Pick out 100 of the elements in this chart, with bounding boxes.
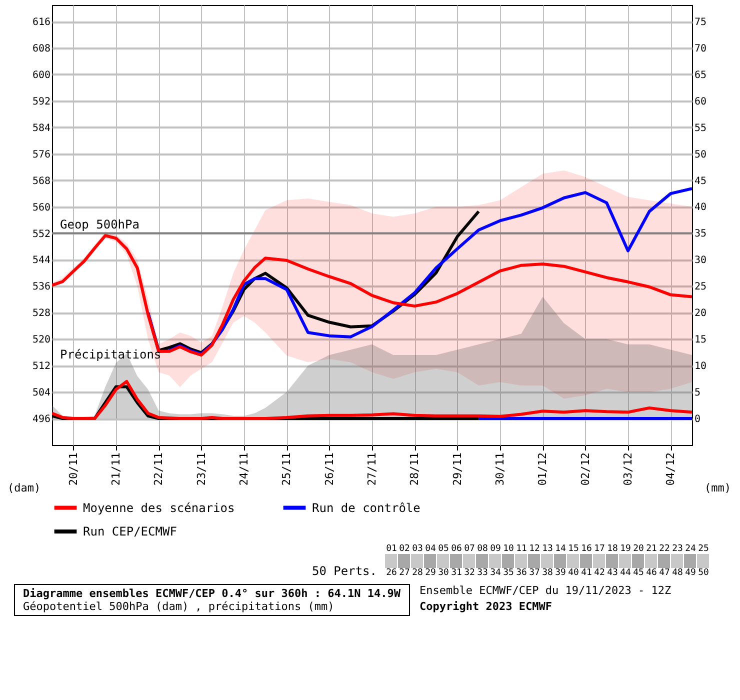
- y-tick-label: 496: [32, 414, 50, 426]
- legend-label: Run CEP/ECMWF: [83, 524, 177, 538]
- text: 18: [606, 544, 619, 554]
- text: 17: [593, 544, 606, 554]
- text: 11: [515, 544, 528, 554]
- text: 06: [450, 544, 463, 554]
- text: 41: [580, 568, 593, 578]
- y2-tick-label: 70: [694, 43, 707, 54]
- text: 28: [411, 568, 424, 578]
- text: 48: [671, 568, 684, 578]
- y-tick-label: 568: [32, 176, 50, 187]
- text: 16: [580, 544, 593, 554]
- y2-tick-label: 15: [694, 334, 707, 346]
- text: 40: [567, 568, 580, 578]
- y2-tick-label: 30: [694, 255, 707, 266]
- y-tick-label: 512: [32, 361, 50, 372]
- text: 04: [424, 544, 437, 554]
- text: 31: [450, 568, 463, 578]
- text: 30: [437, 568, 450, 578]
- y-tick-label: 528: [32, 308, 50, 320]
- x-tick-label: 30/11: [494, 452, 506, 486]
- text: 47: [658, 568, 671, 578]
- legend-label: Run de contrôle: [312, 500, 420, 515]
- text: 09: [489, 544, 502, 554]
- text: Ensemble ECMWF/CEP du 19/11/2023 - 12Z: [420, 584, 672, 597]
- y2-tick-label: 50: [694, 149, 707, 160]
- y-tick-label: 616: [32, 17, 50, 28]
- text: 13: [541, 544, 554, 554]
- y2-axis-title: (mm): [704, 482, 731, 494]
- y2-tick-label: 60: [694, 96, 707, 108]
- x-tick-label: 21/11: [110, 452, 122, 486]
- y2-tick-label: 40: [694, 202, 707, 214]
- x-tick-label: 28/11: [408, 452, 422, 486]
- x-tick-label: 26/11: [322, 452, 336, 486]
- text: 24: [684, 544, 697, 554]
- text: 05: [437, 544, 450, 554]
- y2-tick-label: 10: [694, 361, 707, 372]
- text: Géopotentiel 500hPa (dam) , précipitations (mm): [23, 600, 336, 613]
- text: 07: [463, 544, 476, 554]
- text: 03: [411, 544, 424, 554]
- legend-label: Moyenne des scénarios: [83, 500, 235, 515]
- text: 01: [385, 544, 398, 554]
- text: 20: [632, 544, 645, 554]
- y-tick-label: 600: [32, 70, 50, 81]
- text: 08: [476, 544, 489, 554]
- text: 12: [528, 544, 541, 554]
- x-tick-label: 01/12: [536, 452, 550, 486]
- text: 46: [645, 568, 658, 578]
- text: 29: [424, 568, 437, 578]
- text: 39: [554, 568, 567, 578]
- y-tick-label: 584: [32, 122, 50, 134]
- text: 27: [398, 568, 411, 578]
- text: 36: [515, 568, 528, 578]
- text: 21: [645, 544, 658, 554]
- y-tick-label: 592: [32, 96, 50, 108]
- x-tick-label: 03/12: [622, 452, 634, 486]
- text: Diagramme ensembles ECMWF/CEP 0.4° sur 360h : 64.1N 14.9W: [23, 587, 400, 600]
- text: 44: [619, 568, 632, 578]
- x-tick-label: 29/11: [450, 452, 464, 486]
- line-series: [52, 380, 692, 420]
- text: 23: [671, 544, 684, 554]
- text: 37: [528, 568, 541, 578]
- y2-tick-label: 55: [694, 122, 707, 134]
- ref-line-label: Geop 500hPa: [60, 217, 140, 232]
- text: 38: [541, 568, 554, 578]
- y2-tick-label: 65: [694, 70, 707, 81]
- text: 22: [658, 544, 671, 554]
- text: 26: [385, 568, 398, 578]
- text: 34: [489, 568, 502, 578]
- x-tick-label: 22/11: [152, 452, 166, 486]
- text: 43: [606, 568, 619, 578]
- text: 15: [567, 544, 580, 554]
- text: 35: [502, 568, 515, 578]
- text: 14: [554, 544, 567, 554]
- text: 49: [684, 568, 697, 578]
- x-tick-label: 04/12: [664, 452, 678, 486]
- text: 19: [619, 544, 632, 554]
- y2-tick-label: 45: [694, 176, 707, 187]
- text: Copyright 2023 ECMWF: [420, 600, 553, 613]
- x-tick-label: 27/11: [366, 452, 378, 486]
- x-tick-label: 02/12: [578, 452, 592, 486]
- text: 10: [502, 544, 515, 554]
- x-tick-label: 20/11: [66, 452, 80, 486]
- text: 45: [632, 568, 645, 578]
- y2-tick-label: 5: [694, 388, 701, 399]
- annotation: Précipitations: [60, 347, 162, 362]
- x-tick-label: 25/11: [280, 452, 294, 486]
- y-axis-title: (dam): [8, 482, 41, 494]
- y2-tick-label: 75: [694, 16, 707, 28]
- text: 32: [463, 568, 476, 578]
- y-tick-label: 560: [32, 202, 50, 214]
- y2-tick-label: 25: [694, 282, 707, 293]
- text: 02: [398, 544, 411, 554]
- text: 25: [697, 544, 710, 554]
- y-tick-label: 544: [32, 255, 50, 266]
- y2-tick-label: 20: [694, 308, 707, 320]
- y-tick-label: 504: [32, 388, 50, 399]
- y-tick-label: 608: [32, 44, 50, 55]
- y2-tick-label: 35: [694, 228, 707, 240]
- text: 50 Perts.: [312, 564, 377, 578]
